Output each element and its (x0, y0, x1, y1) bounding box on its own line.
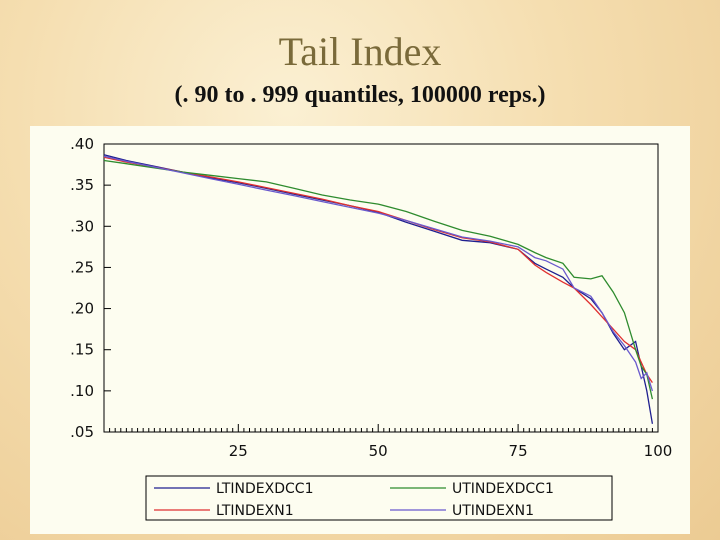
series-line-ltindexn1 (103, 156, 653, 383)
slide-title: Tail Index (278, 29, 442, 74)
y-tick-label: .20 (70, 300, 94, 318)
slide-subtitle: (. 90 to . 999 quantiles, 100000 reps.) (174, 82, 546, 108)
series-line-utindexdcc1 (103, 159, 654, 400)
legend-label: LTINDEXDCC1 (216, 481, 313, 497)
x-tick-label: 50 (369, 442, 388, 460)
y-axis: .05 .10 .15 .20 .25 .30 .35 .40 (70, 135, 111, 441)
legend-label: UTINDEXDCC1 (452, 481, 554, 497)
legend-label: LTINDEXN1 (216, 503, 294, 519)
y-tick-label: .35 (70, 176, 94, 194)
legend-label: UTINDEXN1 (452, 503, 534, 519)
series-line-ltindexdcc1 (103, 154, 654, 424)
y-tick-label: .40 (70, 135, 94, 153)
x-axis: 25 50 75 100 (103, 424, 673, 460)
series-line-utindexn1 (103, 155, 654, 392)
tail-index-chart: .05 .10 .15 .20 .25 .30 .35 .40 25 50 75 100 LTIND… (70, 135, 673, 521)
y-tick-label: .10 (70, 382, 94, 400)
y-tick-label: .15 (70, 341, 94, 359)
chart-panel: .05 .10 .15 .20 .25 .30 .35 .40 25 50 75 100 LTIND… (30, 126, 690, 534)
series-lines (103, 154, 654, 424)
x-tick-label: 75 (509, 442, 528, 460)
plot-frame (103, 143, 659, 433)
x-tick-label: 25 (229, 442, 248, 460)
y-tick-label: .05 (70, 423, 94, 441)
y-tick-label: .30 (70, 217, 94, 235)
legend: LTINDEXDCC1 LTINDEXN1 UTINDEXDCC1 UTINDEXN1 (145, 475, 613, 521)
y-tick-label: .25 (70, 258, 94, 276)
legend-box (145, 475, 613, 521)
x-tick-label: 100 (644, 442, 673, 460)
